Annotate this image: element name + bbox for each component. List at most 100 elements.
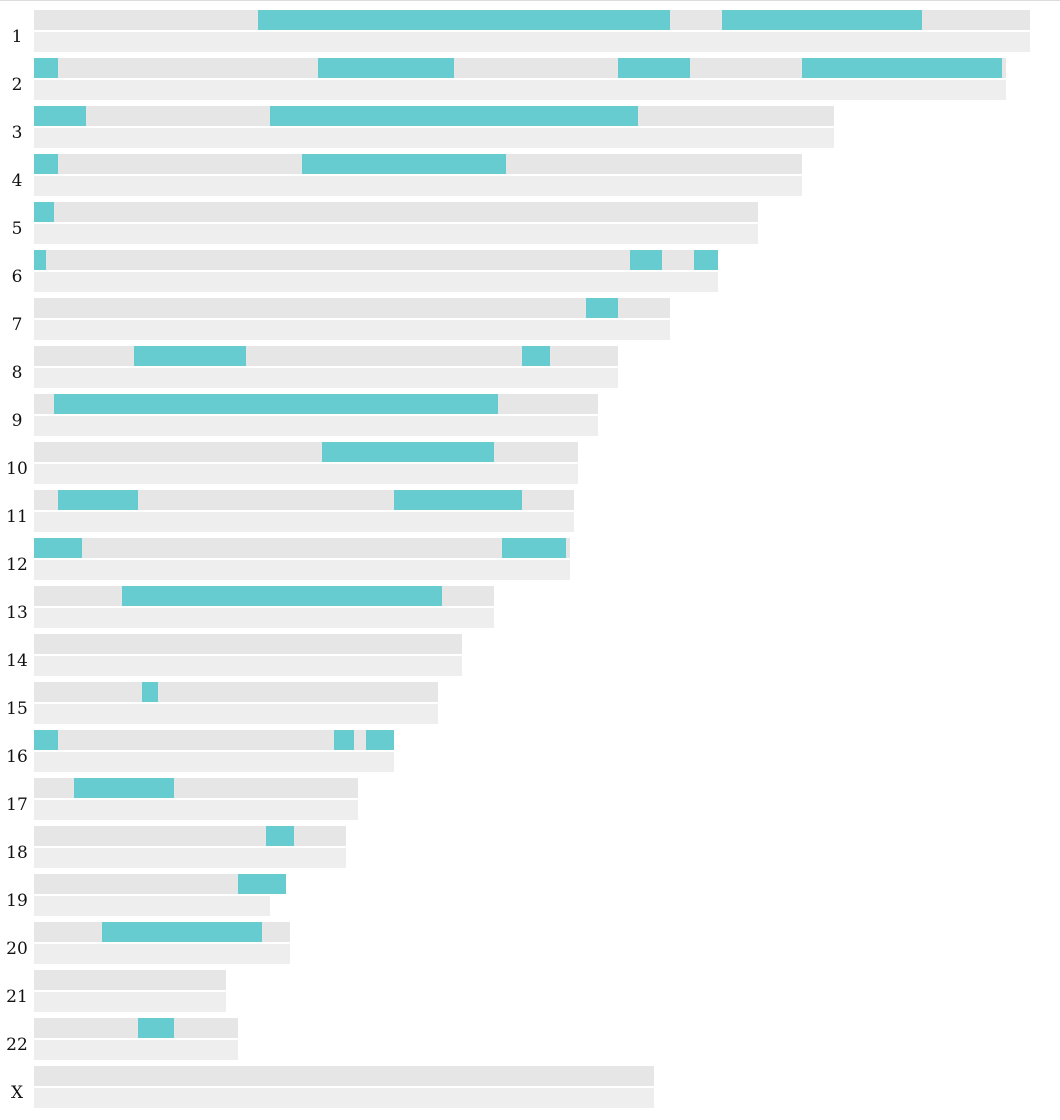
chromosome-track-bottom <box>34 1088 654 1108</box>
chromosome-label: 21 <box>6 987 28 1007</box>
chromosome-track-top <box>34 154 802 174</box>
chromosome-label: 5 <box>11 219 23 239</box>
highlighted-segment <box>134 346 246 366</box>
chromosome-row: 2 <box>0 58 1060 102</box>
chromosome-label: 6 <box>11 267 23 287</box>
highlighted-segment <box>74 778 174 798</box>
chromosome-track-top <box>34 778 358 798</box>
chromosome-label: 13 <box>6 603 28 623</box>
chromosome-row: 14 <box>0 634 1060 678</box>
chromosome-label: 4 <box>11 171 23 191</box>
highlighted-segment <box>366 730 394 750</box>
chromosome-label: 7 <box>11 315 23 335</box>
chromosome-track-top <box>34 58 1006 78</box>
chromosome-row: 18 <box>0 826 1060 870</box>
chromosome-track-bottom <box>34 1040 238 1060</box>
highlighted-segment <box>238 874 286 894</box>
chromosome-row: 13 <box>0 586 1060 630</box>
chromosome-track-bottom <box>34 368 618 388</box>
chromosome-label: 3 <box>11 123 23 143</box>
chromosome-track-top <box>34 1018 238 1038</box>
chromosome-track-bottom <box>34 320 670 340</box>
chromosome-row: 19 <box>0 874 1060 918</box>
highlighted-segment <box>522 346 550 366</box>
chromosome-track-bottom <box>34 752 394 772</box>
chromosome-track-top <box>34 682 438 702</box>
highlighted-segment <box>34 730 58 750</box>
chromosome-track-top <box>34 442 578 462</box>
highlighted-segment <box>318 58 454 78</box>
chromosome-track-bottom <box>34 992 226 1012</box>
chromosome-label: 8 <box>11 363 23 383</box>
chromosome-label: 12 <box>6 555 28 575</box>
chromosome-track-bottom <box>34 800 358 820</box>
chromosome-track-bottom <box>34 272 718 292</box>
chromosome-track-bottom <box>34 512 574 532</box>
highlighted-segment <box>270 106 638 126</box>
highlighted-segment <box>34 250 46 270</box>
chromosome-track-bottom <box>34 224 758 244</box>
chromosome-track-bottom <box>34 896 270 916</box>
highlighted-segment <box>394 490 522 510</box>
chromosome-track-bottom <box>34 176 802 196</box>
highlighted-segment <box>102 922 262 942</box>
chromosome-track-top <box>34 202 758 222</box>
highlighted-segment <box>122 586 442 606</box>
chromosome-row: 17 <box>0 778 1060 822</box>
highlighted-segment <box>34 106 86 126</box>
top-border <box>0 0 1060 1</box>
chromosome-track-top <box>34 106 834 126</box>
chromosome-track-top <box>34 10 1030 30</box>
chromosome-track-bottom <box>34 704 438 724</box>
chromosome-row: 21 <box>0 970 1060 1014</box>
highlighted-segment <box>586 298 618 318</box>
chromosome-track-bottom <box>34 608 494 628</box>
highlighted-segment <box>630 250 662 270</box>
chromosome-track-top <box>34 346 618 366</box>
chromosome-track-top <box>34 970 226 990</box>
chromosome-row: 16 <box>0 730 1060 774</box>
chromosome-track-bottom <box>34 464 578 484</box>
chromosome-label: 18 <box>6 843 28 863</box>
chromosome-track-bottom <box>34 560 570 580</box>
highlighted-segment <box>54 394 498 414</box>
chromosome-label: 17 <box>6 795 28 815</box>
highlighted-segment <box>142 682 158 702</box>
chromosome-label: 10 <box>6 459 28 479</box>
chromosome-row: 22 <box>0 1018 1060 1062</box>
chromosome-row: 9 <box>0 394 1060 438</box>
highlighted-segment <box>722 10 922 30</box>
chromosome-track-bottom <box>34 32 1030 52</box>
chromosome-row: 1 <box>0 10 1060 54</box>
chromosome-row: X <box>0 1066 1060 1110</box>
chromosome-label: X <box>10 1083 24 1103</box>
chromosome-track-top <box>34 922 290 942</box>
chromosome-row: 12 <box>0 538 1060 582</box>
chromosome-label: 11 <box>6 507 28 527</box>
highlighted-segment <box>266 826 294 846</box>
chromosome-label: 16 <box>6 747 28 767</box>
chromosome-row: 20 <box>0 922 1060 966</box>
chromosome-label: 1 <box>11 27 23 47</box>
chromosome-label: 22 <box>6 1035 28 1055</box>
highlighted-segment <box>322 442 494 462</box>
chromosome-row: 3 <box>0 106 1060 150</box>
chromosome-track-bottom <box>34 128 834 148</box>
highlighted-segment <box>802 58 1002 78</box>
highlighted-segment <box>502 538 566 558</box>
chromosome-row: 8 <box>0 346 1060 390</box>
highlighted-segment <box>34 154 58 174</box>
chromosome-track-top <box>34 634 462 654</box>
chromosome-track-top <box>34 250 718 270</box>
chromosome-row: 15 <box>0 682 1060 726</box>
chromosome-track-top <box>34 538 570 558</box>
chromosome-track-top <box>34 826 346 846</box>
chromosome-track-top <box>34 1066 654 1086</box>
chromosome-label: 14 <box>6 651 28 671</box>
chromosome-track-top <box>34 394 598 414</box>
highlighted-segment <box>34 538 82 558</box>
highlighted-segment <box>302 154 506 174</box>
highlighted-segment <box>334 730 354 750</box>
chromosome-track-bottom <box>34 80 1006 100</box>
